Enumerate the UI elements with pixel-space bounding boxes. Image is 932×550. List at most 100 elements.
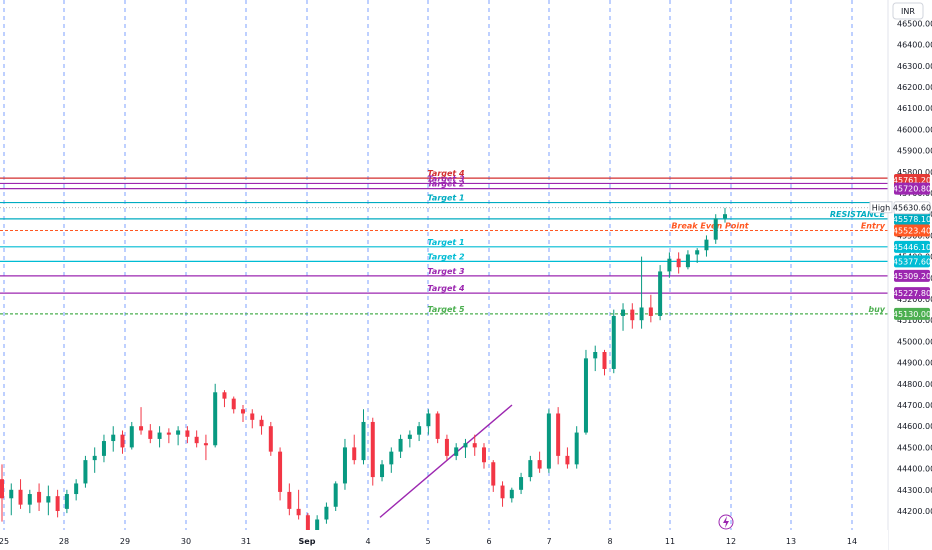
- candle-body: [259, 419, 264, 427]
- candle: [342, 438, 347, 490]
- level-label: Target 2: [427, 252, 465, 261]
- candle-body: [352, 447, 357, 461]
- candle-body: [509, 489, 514, 499]
- candle-body: [621, 309, 626, 316]
- svg-text:45761.20: 45761.20: [893, 176, 931, 185]
- y-tick-label: 44600.00: [897, 422, 932, 431]
- candle-body: [528, 460, 533, 478]
- candle-body: [111, 434, 116, 442]
- y-tick-label: 46400.00: [897, 41, 932, 50]
- candle: [194, 430, 199, 448]
- candle-body: [166, 432, 171, 435]
- level-label: Break Even Point: [671, 221, 749, 230]
- level-right-label: Entry: [861, 221, 886, 230]
- candle: [185, 426, 190, 444]
- candle-body: [685, 254, 690, 268]
- candle-body: [324, 506, 329, 520]
- y-tick-label: 46100.00: [897, 104, 932, 113]
- candle: [370, 417, 375, 486]
- candle: [241, 405, 245, 422]
- candle: [64, 489, 69, 514]
- candle: [676, 252, 681, 274]
- candle: [482, 443, 486, 469]
- time-axis[interactable]: 25 28 29 30 31 Sep 4 5 6 7 8 11 12 13 14: [0, 530, 888, 550]
- candle: [621, 303, 626, 331]
- candle: [658, 265, 663, 321]
- candle: [389, 447, 394, 473]
- candle: [639, 256, 644, 329]
- candle: [444, 434, 449, 461]
- candle-body: [296, 508, 301, 516]
- price-badge: 45578.10: [893, 212, 931, 225]
- candle-body: [630, 309, 635, 321]
- candle: [519, 472, 524, 495]
- svg-text:45130.00: 45130.00: [893, 310, 931, 319]
- lightning-icon[interactable]: [718, 514, 734, 530]
- candle-body: [426, 413, 431, 427]
- x-tick-label: 31: [241, 537, 251, 546]
- candle: [556, 407, 561, 465]
- candle-body: [241, 409, 245, 414]
- svg-text:45630.60: 45630.60: [893, 204, 931, 213]
- candle-body: [92, 455, 97, 461]
- x-tick-label: 6: [486, 537, 491, 546]
- candle: [574, 426, 579, 469]
- candle-body: [676, 258, 681, 268]
- y-tick-label: 44900.00: [897, 359, 932, 368]
- candle-body: [648, 307, 653, 316]
- candle-body: [658, 271, 663, 316]
- candle: [27, 489, 32, 514]
- x-tick-label: 14: [847, 537, 857, 546]
- candle: [148, 424, 153, 444]
- candle-body: [611, 315, 616, 369]
- candle: [593, 345, 598, 372]
- y-tick-label: 44400.00: [897, 465, 932, 474]
- candle: [463, 438, 468, 458]
- candle-body: [574, 432, 579, 465]
- candle: [278, 447, 283, 501]
- candle-body: [361, 421, 366, 461]
- candle: [713, 214, 718, 244]
- x-tick-label: 7: [546, 537, 551, 546]
- candle: [407, 430, 412, 448]
- candle-body: [704, 239, 709, 251]
- candle-body: [120, 434, 125, 448]
- y-tick-label: 44200.00: [897, 507, 932, 516]
- candle-body: [370, 421, 375, 478]
- candle-body: [305, 515, 310, 537]
- candle-body: [27, 494, 32, 505]
- candle-body: [148, 430, 153, 439]
- candle: [565, 447, 570, 469]
- level-label: Target 1: [427, 194, 464, 203]
- y-tick-label: 45200.00: [897, 295, 932, 304]
- svg-text:45578.10: 45578.10: [893, 215, 931, 224]
- candle-body: [454, 447, 459, 456]
- candle-body: [602, 352, 607, 369]
- candle: [380, 460, 385, 482]
- candle: [333, 481, 338, 511]
- candle: [111, 426, 116, 452]
- trendline: [379, 404, 513, 518]
- level-label: Target 4: [427, 169, 465, 178]
- candle-body: [565, 455, 570, 465]
- candle: [157, 426, 162, 448]
- candle-body: [55, 496, 60, 511]
- candle: [491, 460, 496, 492]
- price-badge: 45720.80: [893, 182, 931, 195]
- currency-box[interactable]: [892, 2, 924, 20]
- candle: [259, 415, 264, 435]
- candle: [0, 464, 4, 522]
- x-tick-label: Sep: [299, 537, 316, 546]
- candle-body: [556, 413, 561, 456]
- candle-body: [519, 477, 524, 490]
- candle-body: [713, 218, 718, 240]
- candle: [166, 428, 171, 444]
- candle: [231, 396, 236, 414]
- svg-text:45446.10: 45446.10: [893, 243, 931, 252]
- y-tick-label: 46000.00: [897, 125, 932, 134]
- trendline-segment: [379, 404, 513, 518]
- candle: [537, 451, 542, 473]
- candle: [723, 207, 727, 223]
